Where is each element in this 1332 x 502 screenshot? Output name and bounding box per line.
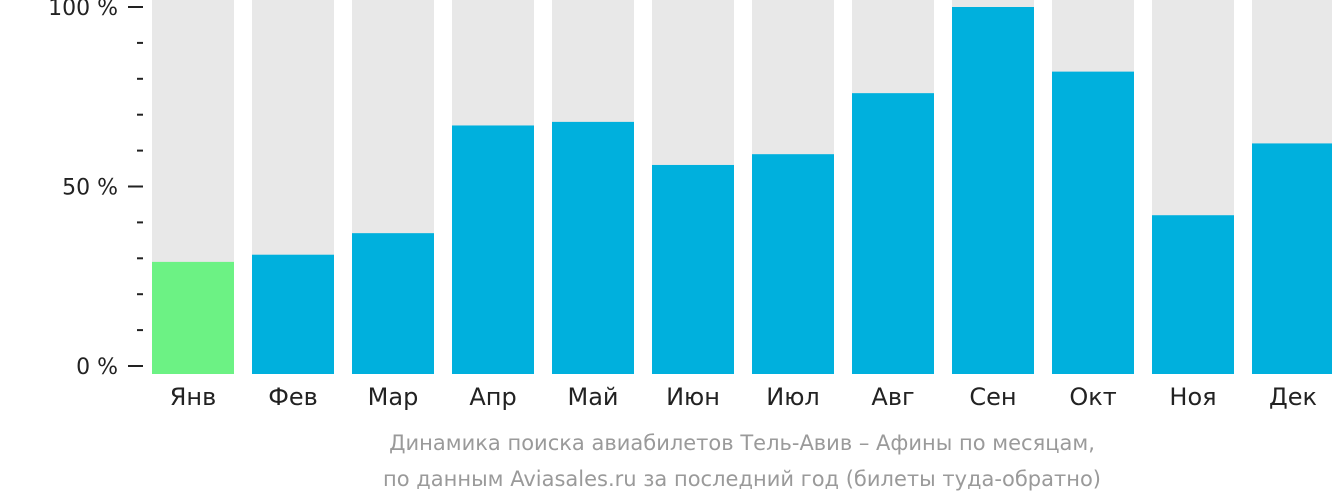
x-tick-label: Окт	[1069, 383, 1116, 411]
bar	[1052, 71, 1134, 375]
x-tick-label: Мар	[368, 383, 419, 411]
bar	[452, 125, 534, 374]
x-tick-label: Сен	[969, 383, 1016, 411]
bar	[352, 233, 434, 374]
bar	[752, 154, 834, 374]
bar	[852, 93, 934, 374]
x-tick-label: Июл	[766, 383, 820, 411]
y-tick-label: 50 %	[62, 176, 118, 201]
bar	[1252, 143, 1332, 374]
bar	[1152, 215, 1234, 374]
bar	[152, 261, 234, 374]
x-tick-label: Янв	[170, 383, 217, 411]
x-tick-label: Фев	[268, 383, 318, 411]
y-tick-label: 0 %	[76, 355, 118, 380]
x-tick-label: Ноя	[1169, 383, 1216, 411]
bar	[652, 164, 734, 374]
chart-caption-line-2: по данным Aviasales.ru за последний год …	[383, 467, 1101, 491]
x-tick-label: Дек	[1269, 383, 1317, 411]
x-tick-label: Май	[567, 383, 618, 411]
bar	[552, 121, 634, 374]
bar	[252, 254, 334, 374]
bar	[952, 7, 1034, 374]
x-tick-label: Авг	[871, 383, 914, 411]
x-tick-label: Апр	[469, 383, 516, 411]
y-tick-label: 100 %	[48, 0, 118, 21]
bar-chart: 0 % 50 % 100 % Янв Фев Мар Апр Май Июн Июл Авг Сен О…	[48, 0, 1332, 411]
x-tick-label: Июн	[666, 383, 720, 411]
chart-caption-line-1: Динамика поиска авиабилетов Тель-Авив – …	[389, 431, 1095, 455]
